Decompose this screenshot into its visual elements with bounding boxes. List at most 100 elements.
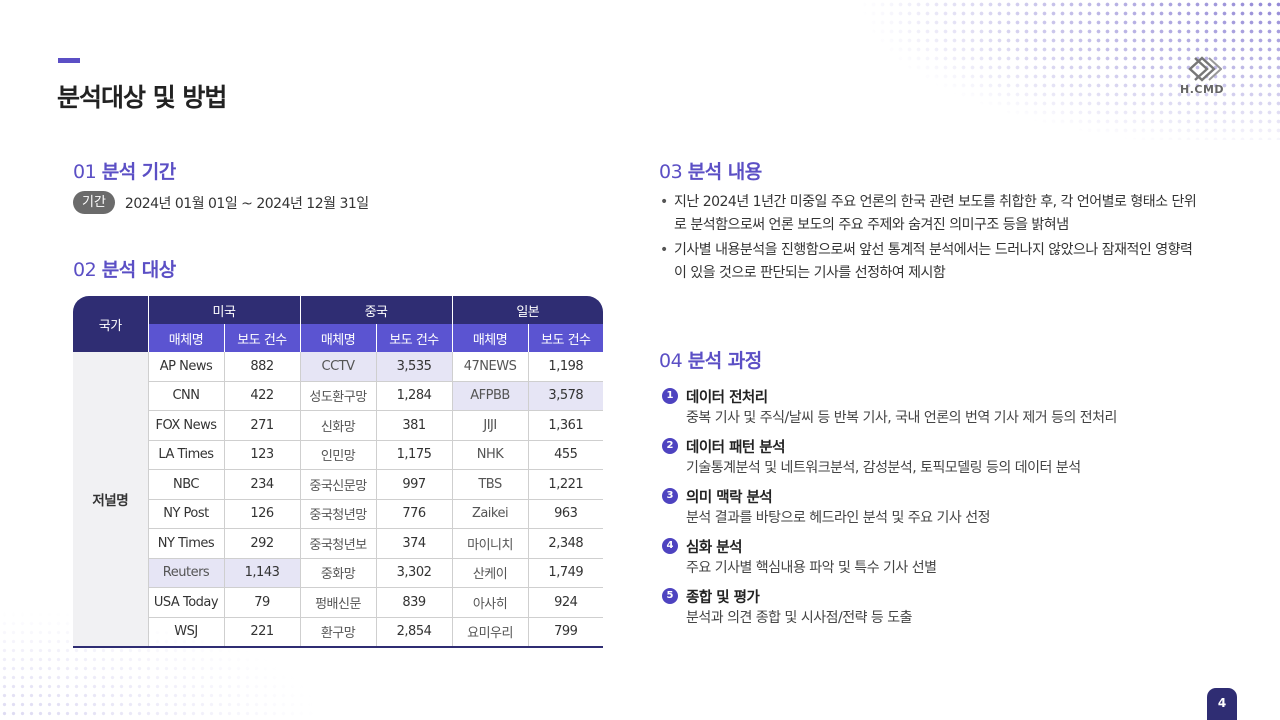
table-cell: LA Times <box>147 440 224 470</box>
table-cell: 422 <box>223 381 301 411</box>
table-cell: 마이니치 <box>451 528 529 559</box>
section-number: 01 <box>73 161 97 183</box>
section-label: 분석 과정 <box>687 350 763 372</box>
logo-diamond-icon <box>1188 56 1222 82</box>
table-cell: 산케이 <box>451 558 529 588</box>
process-step: 2 데이터 패턴 분석 기술통계분석 및 네트워크분석, 감성분석, 토픽모델링… <box>662 435 1222 479</box>
section-number: 03 <box>659 161 683 183</box>
step-number-badge: 4 <box>662 538 678 554</box>
table-cell-highlight: 3,535 <box>375 352 453 382</box>
table-cell: NHK <box>451 440 529 470</box>
section-analysis-period-title: 01 분석 기간 <box>73 157 176 184</box>
table-cell: NY Times <box>147 528 224 559</box>
table-cell: 882 <box>223 352 301 382</box>
section-number: 04 <box>659 350 683 372</box>
logo-text: H.CMD <box>1180 83 1225 96</box>
table-cell: 271 <box>223 410 301 441</box>
table-cell: 성도환구망 <box>299 381 377 411</box>
table-cell: 234 <box>223 469 301 500</box>
table-cell: 776 <box>375 499 453 529</box>
step-description: 주요 기사별 핵심내용 파악 및 특수 기사 선별 <box>686 560 937 576</box>
table-cell: 펑배신문 <box>299 587 377 618</box>
table-cell: 중국신문망 <box>299 469 377 500</box>
step-description: 분석 결과를 바탕으로 헤드라인 분석 및 주요 기사 선정 <box>686 510 990 526</box>
table-cell: AP News <box>147 352 224 382</box>
section-analysis-content-title: 03 분석 내용 <box>659 157 762 184</box>
table-cell: 292 <box>223 528 301 559</box>
step-title: 데이터 전처리 <box>686 389 768 406</box>
table-cell: 924 <box>527 587 604 618</box>
table-cell-highlight: 3,578 <box>527 381 604 411</box>
decorative-dots-top-right <box>860 0 1280 140</box>
table-cell: 1,284 <box>375 381 453 411</box>
process-step: 5 종합 및 평가 분석과 의견 종합 및 시사점/전략 등 도출 <box>662 585 1222 629</box>
table-cell-highlight: 1,143 <box>223 558 301 588</box>
table-cell: 1,198 <box>527 352 604 382</box>
table-cell: 3,302 <box>375 558 453 588</box>
table-cell-highlight: Reuters <box>147 558 224 588</box>
period-tag: 기간 <box>73 191 115 214</box>
section-number: 02 <box>73 259 97 281</box>
table-cell: 839 <box>375 587 453 618</box>
section-analysis-process-title: 04 분석 과정 <box>659 346 762 373</box>
group-header-japan: 일본 <box>451 296 604 324</box>
table-cell: 환구망 <box>299 617 377 648</box>
title-accent-bar <box>58 58 80 63</box>
step-description: 중복 기사 및 주식/날씨 등 반복 기사, 국내 언론의 번역 기사 제거 등… <box>686 410 1117 426</box>
section-label: 분석 기간 <box>101 161 177 183</box>
process-step: 1 데이터 전처리 중복 기사 및 주식/날씨 등 반복 기사, 국내 언론의 … <box>662 385 1222 429</box>
table-row: NY Post 126 중국청년망 776 Zaikei 963 <box>73 499 604 529</box>
process-steps: 1 데이터 전처리 중복 기사 및 주식/날씨 등 반복 기사, 국내 언론의 … <box>662 385 1222 635</box>
table-cell: 79 <box>223 587 301 618</box>
table-row: LA Times 123 인민망 1,175 NHK 455 <box>73 440 604 470</box>
table-cell: 997 <box>375 469 453 500</box>
table-row: CNN 422 성도환구망 1,284 AFPBB 3,578 <box>73 381 604 411</box>
table-cell: 1,749 <box>527 558 604 588</box>
table-cell: 221 <box>223 617 301 648</box>
table-cell: 2,854 <box>375 617 453 648</box>
step-number-badge: 2 <box>662 438 678 454</box>
table-cell: 123 <box>223 440 301 470</box>
table-cell: 381 <box>375 410 453 441</box>
table-cell: 중국청년보 <box>299 528 377 559</box>
table-cell: 455 <box>527 440 604 470</box>
table-cell: 인민망 <box>299 440 377 470</box>
group-header-usa: 미국 <box>147 296 301 324</box>
table-cell: NBC <box>147 469 224 500</box>
table-cell: 중화망 <box>299 558 377 588</box>
analysis-period: 기간 2024년 01월 01일 ~ 2024년 12월 31일 <box>73 191 369 214</box>
logo: H.CMD <box>1180 56 1224 96</box>
table-row: USA Today 79 펑배신문 839 아사히 924 <box>73 587 604 618</box>
process-step: 3 의미 맥락 분석 분석 결과를 바탕으로 헤드라인 분석 및 주요 기사 선… <box>662 485 1222 529</box>
table-cell: TBS <box>451 469 529 500</box>
list-item: 기사별 내용분석을 진행함으로써 앞선 통계적 분석에서는 드러나지 않았으나 … <box>658 239 1198 285</box>
step-title: 의미 맥락 분석 <box>686 489 773 506</box>
table-cell: 799 <box>527 617 604 648</box>
step-title: 종합 및 평가 <box>686 589 760 606</box>
analysis-content-list: 지난 2024년 1년간 미중일 주요 언론의 한국 관련 보도를 취합한 후,… <box>658 191 1198 287</box>
table-cell: 신화망 <box>299 410 377 441</box>
sub-header-media: 매체명 <box>147 324 224 352</box>
table-row: NBC 234 중국신문망 997 TBS 1,221 <box>73 469 604 500</box>
row-header-journal: 저널명 <box>73 352 148 648</box>
table-row: Reuters 1,143 중화망 3,302 산케이 1,749 <box>73 558 604 588</box>
table-row: FOX News 271 신화망 381 JIJI 1,361 <box>73 410 604 441</box>
table-cell: 1,361 <box>527 410 604 441</box>
step-description: 분석과 의견 종합 및 시사점/전략 등 도출 <box>686 610 913 626</box>
table-cell: 963 <box>527 499 604 529</box>
section-label: 분석 내용 <box>687 161 763 183</box>
table-cell-highlight: CCTV <box>299 352 377 382</box>
table-cell: JIJI <box>451 410 529 441</box>
table-cell: 1,221 <box>527 469 604 500</box>
table-row: 저널명 AP News 882 CCTV 3,535 47NEWS 1,198 <box>73 352 604 648</box>
table-row: NY Times 292 중국청년보 374 마이니치 2,348 <box>73 528 604 559</box>
table-cell: 요미우리 <box>451 617 529 648</box>
step-title: 심화 분석 <box>686 539 742 556</box>
table-cell: WSJ <box>147 617 224 648</box>
sub-header-media: 매체명 <box>299 324 377 352</box>
sub-header-count: 보도 건수 <box>527 324 604 352</box>
table-cell: 2,348 <box>527 528 604 559</box>
list-item: 지난 2024년 1년간 미중일 주요 언론의 한국 관련 보도를 취합한 후,… <box>658 191 1198 237</box>
process-step: 4 심화 분석 주요 기사별 핵심내용 파악 및 특수 기사 선별 <box>662 535 1222 579</box>
step-number-badge: 5 <box>662 588 678 604</box>
